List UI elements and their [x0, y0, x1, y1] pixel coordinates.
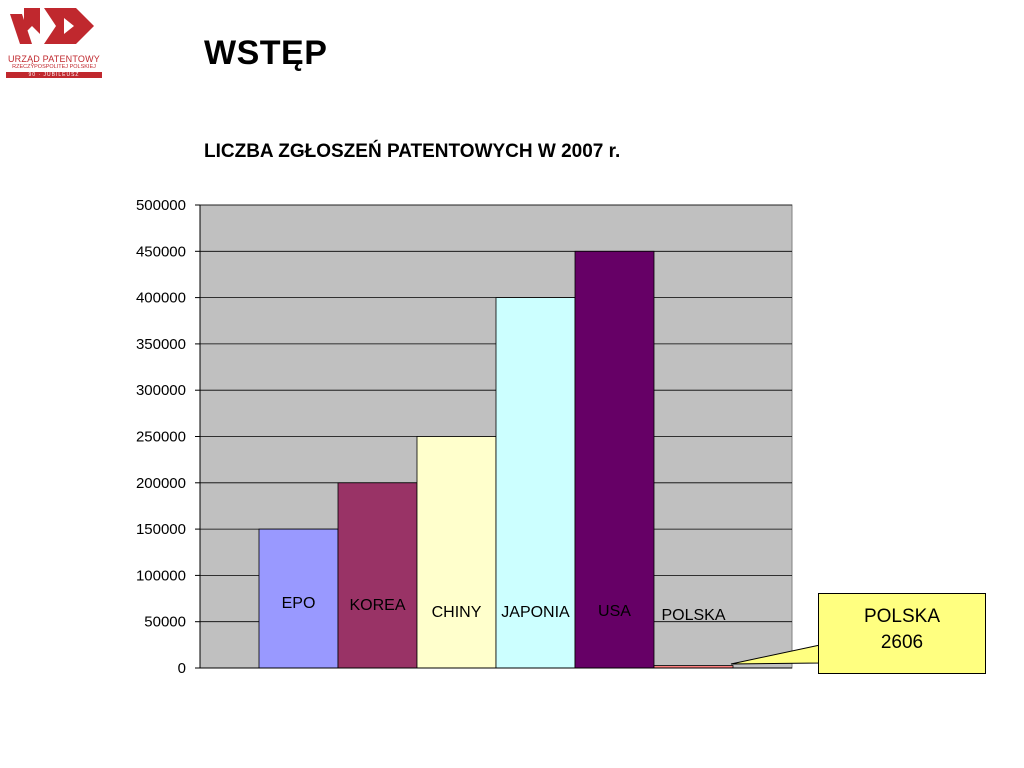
bar-label-korea: KOREA — [349, 597, 405, 614]
callout-line2: 2606 — [880, 632, 924, 653]
bar-label-chiny: CHINY — [432, 604, 482, 621]
callout-line1: POLSKA — [863, 606, 941, 627]
y-tick-label: 200000 — [136, 475, 186, 492]
bar-label-epo: EPO — [282, 595, 316, 612]
y-tick-label: 150000 — [136, 521, 186, 538]
page-title: WSTĘP — [204, 34, 328, 72]
y-tick-label: 0 — [178, 660, 186, 677]
logo-line2: RZECZYPOSPOLITEJ POLSKIEJ — [12, 64, 96, 70]
y-tick-label: 500000 — [136, 197, 186, 214]
bar-label-polska: POLSKA — [661, 607, 725, 624]
logo: URZĄD PATENTOWY RZECZYPOSPOLITEJ POLSKIE… — [4, 4, 104, 82]
bar-korea — [337, 482, 418, 669]
y-tick-label: 250000 — [136, 429, 186, 446]
bar-label-usa: USA — [598, 603, 631, 620]
bar-usa — [574, 250, 655, 669]
chart-title: LICZBA ZGŁOSZEŃ PATENTOWYCH W 2007 r. — [204, 141, 621, 162]
logo-band: 90 · JUBILEUSZ — [6, 72, 102, 78]
y-tick-label: 350000 — [136, 336, 186, 353]
y-tick-label: 300000 — [136, 382, 186, 399]
y-tick-label: 450000 — [136, 243, 186, 260]
bar-label-japonia: JAPONIA — [501, 604, 570, 621]
bar-chiny — [416, 436, 497, 669]
polska-callout: POLSKA 2606 — [818, 593, 986, 674]
y-tick-label: 400000 — [136, 290, 186, 307]
bar-japonia — [495, 297, 576, 669]
y-tick-label: 50000 — [144, 614, 186, 631]
logo-line1: URZĄD PATENTOWY — [7, 54, 100, 64]
logo-emblem-icon — [10, 8, 94, 44]
bar-epo — [258, 528, 339, 669]
y-tick-label: 100000 — [136, 567, 186, 584]
